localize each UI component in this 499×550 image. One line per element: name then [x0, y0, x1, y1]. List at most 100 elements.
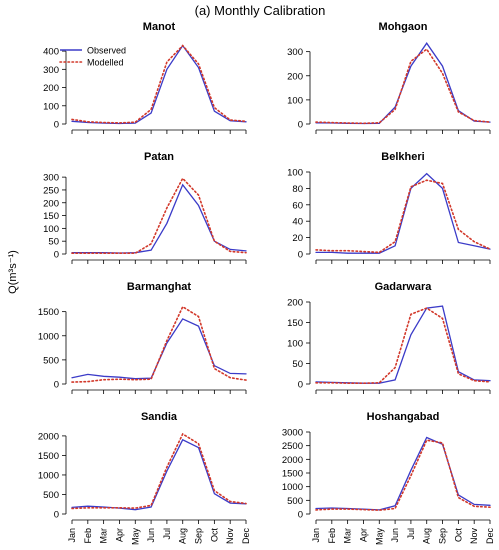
legend-modelled-label: Modelled [87, 58, 124, 68]
panel-belkheri: Belkheri 0 20 40 60 80 100 [287, 151, 491, 264]
y-axis-label: Q(m³s⁻¹) [7, 250, 19, 294]
y-tick-label: 0 [54, 380, 59, 391]
y-tick-label: 3000 [282, 428, 303, 439]
y-tick-label: 250 [43, 185, 59, 196]
y-tick-label: 100 [43, 224, 59, 235]
figure-title: (a) Monthly Calibration [195, 3, 326, 18]
series-modelled-line [71, 305, 247, 383]
y-tick-label: 0 [54, 120, 59, 131]
y-tick-label: 50 [48, 237, 59, 248]
y-tick-label: 0 [298, 380, 303, 391]
x-tick-label: Oct [209, 528, 219, 543]
y-tick-label: 150 [287, 318, 303, 329]
series-observed-line [315, 305, 491, 384]
panel-title: Sandia [141, 411, 178, 423]
y-tick-label: 150 [43, 211, 59, 222]
series-modelled-line [315, 179, 491, 254]
x-tick-label: Apr [358, 528, 368, 542]
x-tick-label: Jun [390, 528, 400, 543]
y-tick-label: 200 [43, 83, 59, 94]
series-observed-line [71, 318, 247, 380]
y-tick-label: 1000 [38, 331, 59, 342]
y-tick-label: 1000 [38, 470, 59, 481]
series-modelled-line [315, 439, 491, 512]
panel-title: Patan [144, 151, 174, 163]
x-tick-label: Sep [194, 528, 204, 544]
y-tick-label: 1500 [282, 469, 303, 480]
legend-observed-label: Observed [87, 46, 126, 56]
series-modelled-line [315, 48, 491, 125]
x-tick-label: Apr [114, 528, 124, 542]
x-tick-label: Jul [162, 528, 172, 540]
y-tick-label: 100 [287, 339, 303, 350]
y-tick-label: 1000 [282, 482, 303, 493]
x-tick-label: Jul [406, 528, 416, 540]
x-tick-label: Nov [225, 528, 235, 545]
y-tick-label: 200 [287, 298, 303, 309]
y-tick-label: 0 [298, 120, 303, 131]
y-tick-label: 0 [54, 250, 59, 261]
x-tick-label: Feb [83, 528, 93, 544]
panel-manot: Manot 0 100 200 300 400 Observed Modelled [43, 21, 247, 134]
series-modelled-line [71, 44, 247, 124]
y-tick-label: 300 [43, 173, 59, 184]
x-tick-label: Aug [422, 528, 432, 544]
y-tick-label: 0 [298, 510, 303, 521]
x-tick-label: Dec [241, 528, 251, 545]
series-observed-line [71, 438, 247, 511]
panel-sandia: Sandia 0 500 1000 1500 2000 Jan Feb Mar Apr May Jun… [38, 411, 251, 545]
y-tick-label: 0 [298, 250, 303, 261]
legend: Observed Modelled [59, 46, 126, 68]
y-tick-label: 400 [43, 47, 59, 58]
series-observed-line [315, 436, 491, 511]
y-tick-label: 2500 [282, 441, 303, 452]
series-observed-line [71, 183, 247, 254]
x-tick-label: Jan [67, 528, 77, 543]
x-tick-label: Dec [485, 528, 495, 545]
x-tick-label: Nov [469, 528, 479, 545]
panel-title: Barmanghat [127, 281, 192, 293]
x-tick-label: Mar [343, 528, 353, 544]
panel-gadarwara: Gadarwara 0 50 100 150 200 [287, 281, 491, 394]
panel-mohgaon: Mohgaon 0 100 200 300 [287, 21, 491, 134]
y-tick-label: 80 [292, 184, 303, 195]
y-tick-label: 100 [43, 101, 59, 112]
y-tick-label: 200 [287, 71, 303, 82]
x-tick-label: Feb [327, 528, 337, 544]
panel-title: Hoshangabad [367, 411, 440, 423]
y-tick-label: 20 [292, 233, 303, 244]
x-tick-label: Sep [438, 528, 448, 544]
y-tick-label: 1500 [38, 307, 59, 318]
series-modelled-line [71, 177, 247, 254]
panel-barmanghat: Barmanghat 0 500 1000 1500 [38, 281, 247, 394]
y-tick-label: 100 [287, 95, 303, 106]
series-modelled-line [315, 307, 491, 385]
y-tick-label: 500 [43, 490, 59, 501]
x-tick-label: May [130, 528, 140, 546]
panel-hoshangabad: Hoshangabad 0 500 1000 1500 2000 2500 3000 Jan Fe… [282, 411, 495, 545]
panel-title: Manot [143, 21, 176, 33]
y-tick-label: 500 [287, 496, 303, 507]
y-tick-label: 200 [43, 198, 59, 209]
y-tick-label: 50 [292, 359, 303, 370]
y-tick-label: 40 [292, 217, 303, 228]
x-tick-label: Mar [99, 528, 109, 544]
y-tick-label: 0 [54, 510, 59, 521]
x-tick-label: Aug [178, 528, 188, 544]
x-tick-label: Jan [311, 528, 321, 543]
series-modelled-line [71, 432, 247, 510]
series-observed-line [315, 42, 491, 125]
panel-title: Mohgaon [379, 21, 428, 33]
panel-title: Belkheri [381, 151, 424, 163]
panel-title: Gadarwara [375, 281, 433, 293]
y-tick-label: 100 [287, 168, 303, 179]
y-tick-label: 300 [287, 47, 303, 58]
y-tick-label: 500 [43, 355, 59, 366]
y-tick-label: 2000 [282, 455, 303, 466]
y-tick-label: 2000 [38, 431, 59, 442]
x-tick-label: May [374, 528, 384, 546]
x-tick-label: Oct [453, 528, 463, 543]
